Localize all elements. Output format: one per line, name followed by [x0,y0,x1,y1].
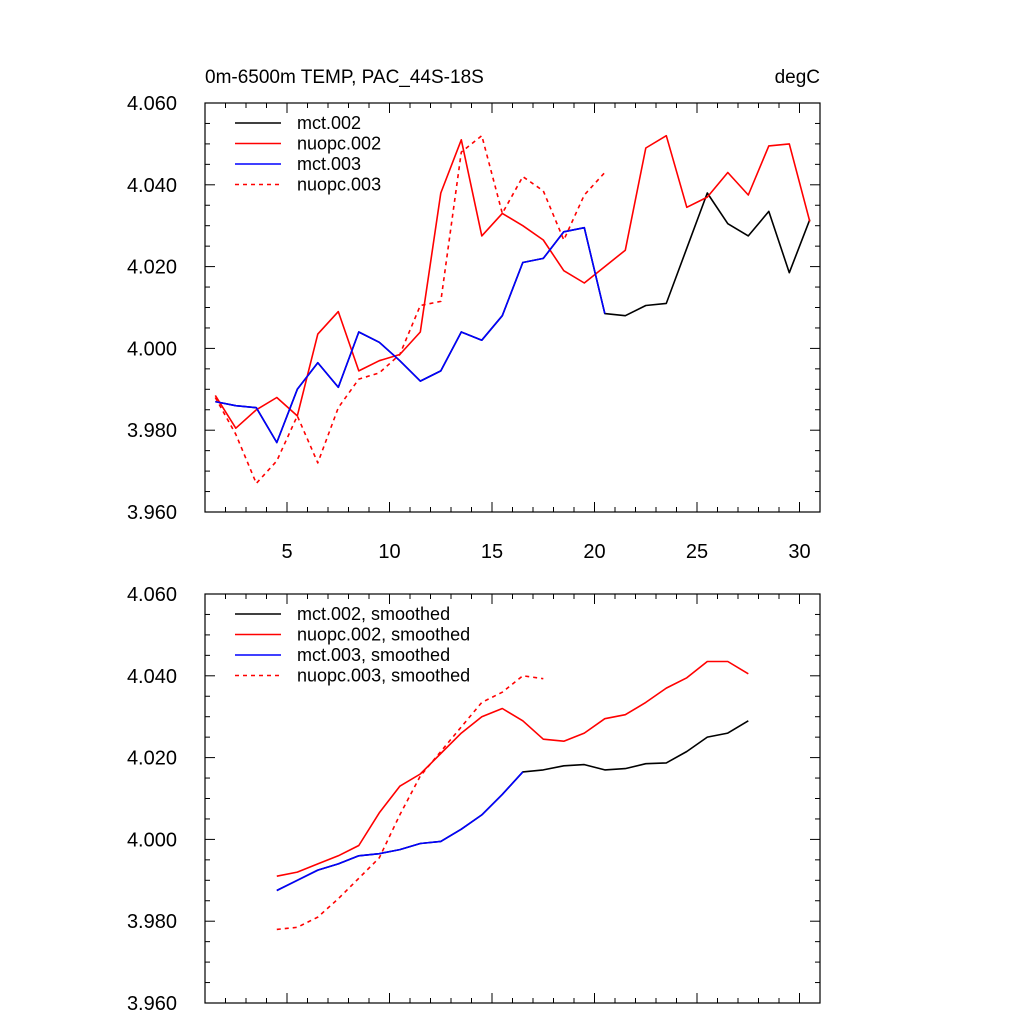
chart-panel-2: 3.960 3.980 4.000 4.020 4.040 4.060 mct.002, s… [127,584,821,1015]
legend-label: mct.003, smoothed [297,645,450,665]
legend-label: mct.003 [297,154,361,174]
y-tick-label: 4.020 [127,257,177,279]
series-line-mct-003-smoothed [276,771,524,892]
x-tick-label: 10 [378,541,400,563]
chart-panel-1: 5 10 15 20 25 30 3.960 3.980 4.000 4.020 4.040 4.06… [127,67,821,563]
y-tick-label: 3.980 [127,420,177,442]
y-tick-label: 4.000 [127,338,177,360]
series-line-mct-002-smoothed [276,720,749,892]
chart-title: 0m-6500m TEMP, PAC_44S-18S [205,67,484,88]
y-tick-label: 4.040 [127,666,177,688]
y-tick-label: 4.000 [127,829,177,851]
x-tick-label: 30 [788,541,810,563]
legend-label: mct.002 [297,113,361,133]
series-line-nuopc-003-smoothed [276,674,544,931]
y-tick-label: 4.020 [127,748,177,770]
y-tick-label: 3.980 [127,911,177,933]
series-line-nuopc-002 [214,134,811,430]
y-tick-label: 3.960 [127,993,177,1015]
x-tick-label: 25 [686,541,708,563]
y-tick-label: 3.960 [127,502,177,524]
legend-label: nuopc.002, smoothed [297,625,470,645]
x-tick-label: 5 [281,541,292,563]
y-tick-label: 4.060 [127,93,177,115]
x-tick-label: 15 [481,541,503,563]
legend-label: nuopc.003, smoothed [297,666,470,686]
y-tick-label: 4.040 [127,175,177,197]
series-line-mct-003 [215,226,606,444]
legend-label: mct.002, smoothed [297,604,450,624]
series-line-nuopc-003 [214,134,606,485]
series-line-mct-002 [215,192,811,444]
legend-label: nuopc.003 [297,175,381,195]
y-tick-label: 4.060 [127,584,177,606]
legend-label: nuopc.002 [297,134,381,154]
series-line-nuopc-002-smoothed [276,660,749,877]
x-tick-label: 20 [583,541,605,563]
units-label: degC [775,67,820,88]
